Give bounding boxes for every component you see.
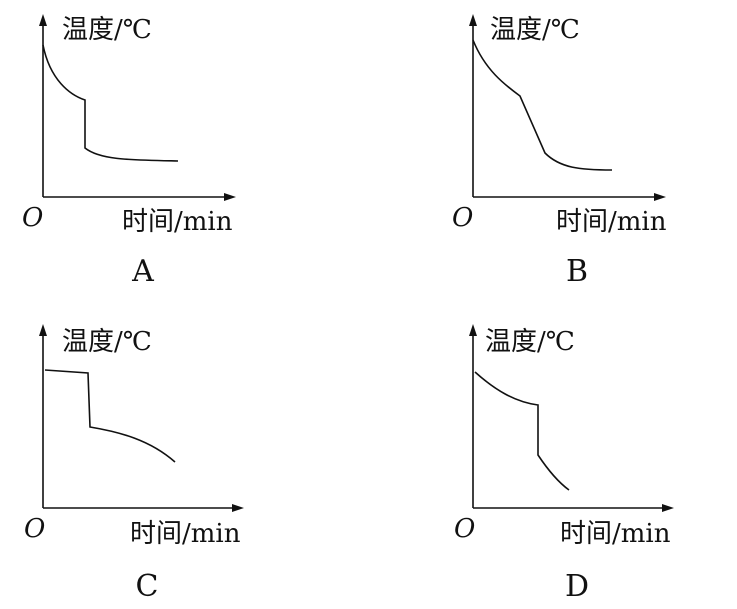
x-axis-label: 时间/min xyxy=(560,519,671,549)
y-axis-label: 温度/℃ xyxy=(485,327,575,357)
panel: 温度/℃ O 时间/min C xyxy=(24,324,244,604)
curve xyxy=(474,371,570,491)
panel: 温度/℃ O 时间/min B xyxy=(452,14,667,289)
y-axis-label: 温度/℃ xyxy=(490,15,580,45)
x-axis-label: 时间/min xyxy=(130,519,241,549)
axes xyxy=(472,332,666,509)
option-label: D xyxy=(565,569,589,604)
y-axis-label: 温度/℃ xyxy=(62,15,152,45)
option-label: A xyxy=(131,254,154,289)
panel: 温度/℃ O 时间/min A xyxy=(22,14,236,289)
option-label: C xyxy=(136,569,159,604)
y-axis-label: 温度/℃ xyxy=(62,327,152,357)
curve xyxy=(44,369,176,463)
axes xyxy=(42,332,236,509)
origin-label: O xyxy=(454,514,475,544)
origin-label: O xyxy=(24,514,45,544)
axes xyxy=(42,22,228,198)
curve xyxy=(472,39,613,171)
option-label: B xyxy=(566,254,588,289)
x-axis-label: 时间/min xyxy=(556,207,667,237)
x-axis-label: 时间/min xyxy=(122,207,233,237)
origin-label: O xyxy=(22,203,43,233)
origin-label: O xyxy=(452,203,473,233)
curve xyxy=(42,44,179,162)
panel: 温度/℃ O 时间/min D xyxy=(454,324,674,604)
axes xyxy=(472,22,658,198)
